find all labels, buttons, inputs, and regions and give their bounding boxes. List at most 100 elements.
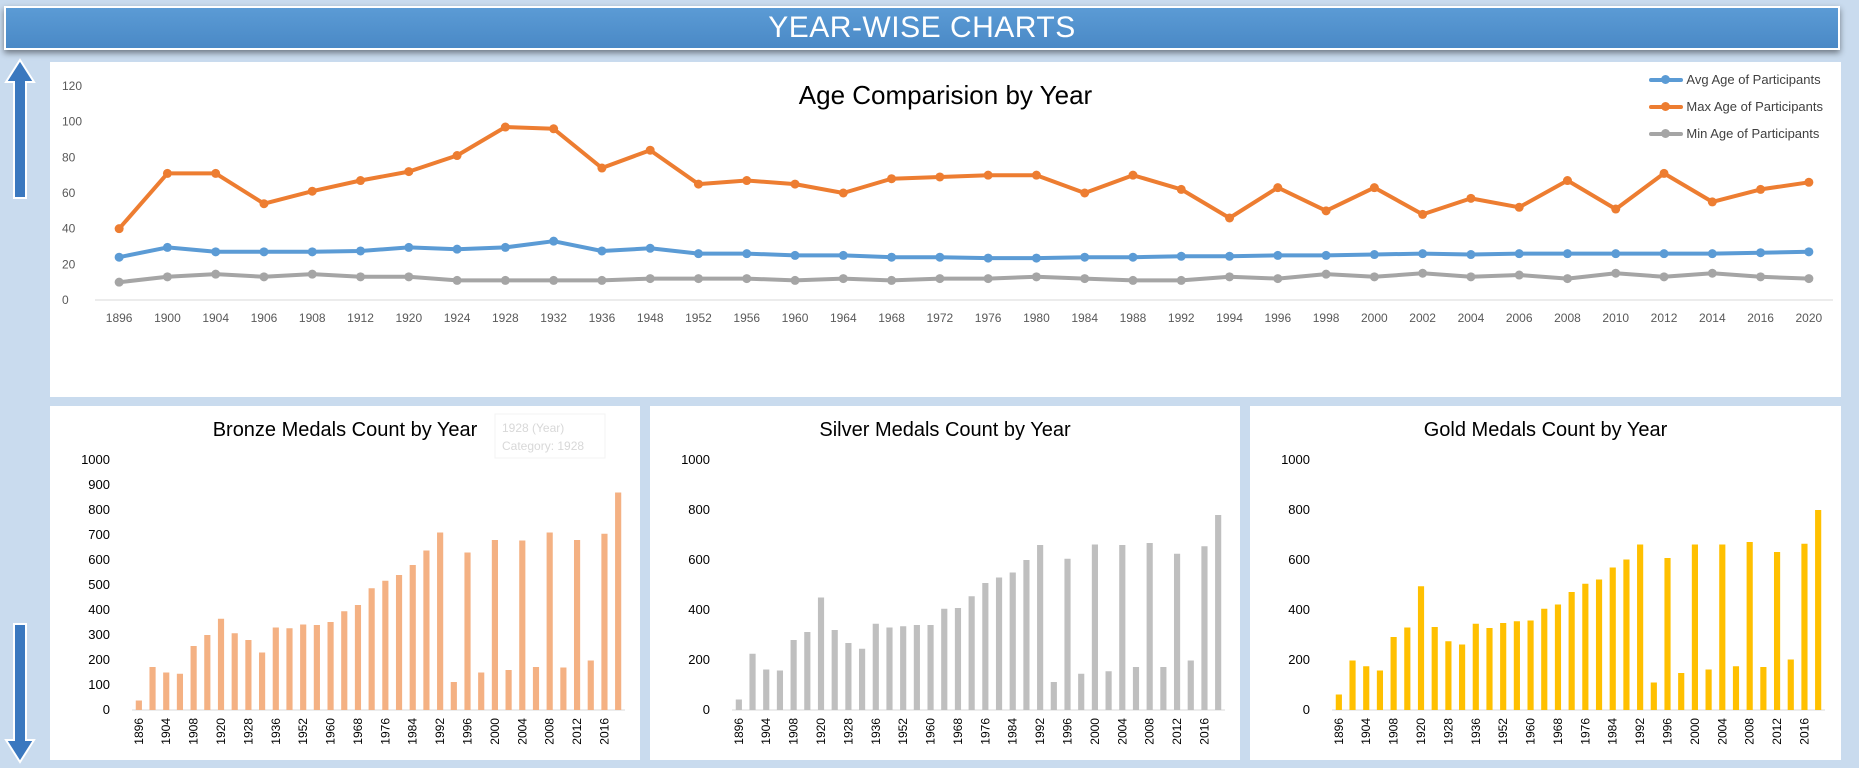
data-point [500,122,510,132]
bar [1623,559,1630,710]
x-tick-label: 1956 [733,311,760,325]
data-point [742,274,752,284]
bronze-bar-chart: 0 100 200 300 400 500 600 700 800 900 1000 1896 1904… [81,413,625,745]
bar [464,552,471,710]
bar [1335,694,1342,710]
data-point [693,179,703,189]
x-tick-label: 1896 [1332,718,1346,745]
bar [1691,544,1698,710]
x-tick-label: 2016 [597,718,611,745]
y-tick-label: 800 [688,502,710,517]
bar [546,532,553,710]
x-tick-label: 1952 [1496,718,1510,745]
data-point [1369,272,1379,282]
bar [845,643,852,710]
legend-item-avg: Avg Age of Participants [1649,66,1823,93]
bar [382,580,389,710]
bar [817,597,825,710]
bar [790,640,797,710]
y-tick-label: 1000 [1281,452,1310,467]
y-tick-label: 0 [103,702,110,717]
x-tick-label: 2008 [1743,718,1757,745]
x-tick-label: 2008 [543,718,557,745]
bar [163,672,170,710]
data-point [1031,170,1041,180]
bar [1500,623,1507,710]
x-tick-label: 1908 [787,718,801,745]
bar [1146,543,1153,710]
y-tick-label: 600 [88,552,110,567]
bar [872,623,879,710]
x-tick-label: 1928 [1441,718,1455,745]
bar [1719,544,1726,710]
data-point [162,272,172,282]
x-tick-label: 1904 [1359,718,1373,745]
series-line [118,239,1809,261]
x-tick-label: 1912 [347,311,374,325]
x-tick-label: 1928 [492,311,519,325]
bar [573,540,581,710]
x-tick-label: 1996 [1264,311,1291,325]
x-tick-label: 1920 [214,718,228,745]
data-point [549,275,559,285]
bar [913,625,920,710]
bar [259,652,266,710]
data-point [1804,274,1814,284]
tooltip-box [494,413,606,459]
x-tick-label: 1936 [1469,718,1483,745]
data-point [211,168,221,178]
x-tick-label: 2016 [1747,311,1774,325]
data-point [452,244,462,254]
y-tick-label: 200 [688,652,710,667]
y-tick-label: 500 [88,577,110,592]
x-tick-label: 1996 [1061,718,1075,745]
bar [1554,604,1562,710]
y-tick-label: 0 [703,702,710,717]
bar [423,550,430,710]
data-point [114,224,124,234]
bar [313,625,320,710]
x-tick-label: 1996 [1661,718,1675,745]
bar [437,532,444,710]
data-point [404,167,414,177]
data-point [1321,250,1331,260]
data-point [1659,249,1669,259]
y-tick-label: 400 [88,602,110,617]
legend-label: Min Age of Participants [1686,126,1820,141]
x-tick-label: 1906 [251,311,278,325]
data-point [1031,253,1041,263]
data-point [259,247,269,257]
x-tick-label: 2000 [1688,718,1702,745]
bar [217,618,225,710]
x-tick-label: 1908 [187,718,201,745]
x-tick-label: 2014 [1699,311,1726,325]
arrow-down-icon[interactable] [4,622,36,764]
arrow-up-icon[interactable] [4,58,36,200]
y-tick-label: 40 [62,222,76,236]
page-title: YEAR-WISE CHARTS [4,6,1840,50]
bar [1187,660,1194,710]
x-tick-label: 2008 [1554,311,1581,325]
data-point [645,243,655,253]
bar [1705,669,1712,710]
bar [1201,546,1208,710]
data-point [983,170,993,180]
data-point [838,250,848,260]
data-point [404,242,414,252]
x-tick-label: 1952 [896,718,910,745]
y-tick-label: 0 [1303,702,1310,717]
x-tick-label: 1992 [433,718,447,745]
series-line [117,125,1810,231]
x-tick-label: 2004 [1715,718,1729,745]
y-tick-label: 1000 [681,452,710,467]
x-tick-label: 2000 [1088,718,1102,745]
data-point [1128,275,1138,285]
bar [190,646,197,710]
bar [1732,666,1740,710]
data-point [1466,272,1476,282]
data-point [1707,268,1717,278]
data-point [1562,176,1572,186]
data-point [1128,252,1138,262]
bar [1064,558,1071,710]
data-point [742,176,752,186]
